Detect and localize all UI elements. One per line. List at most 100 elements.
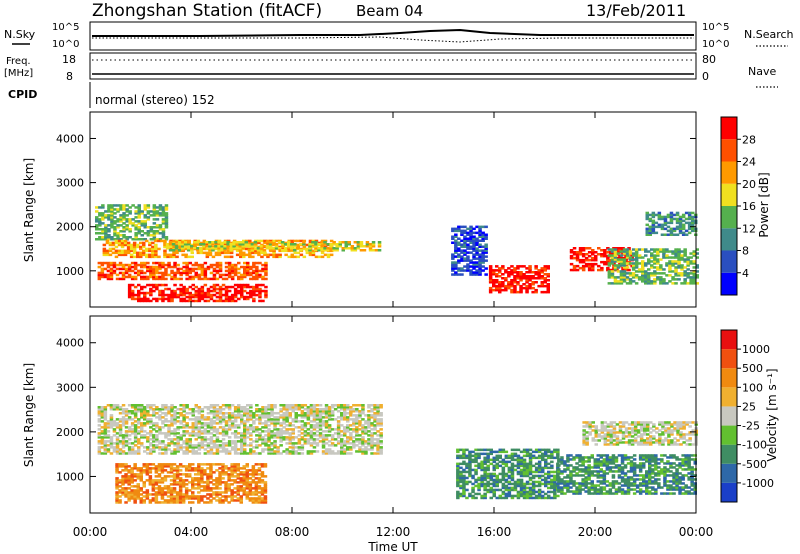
data-cell: [376, 420, 380, 423]
data-cell: [528, 267, 532, 270]
data-cell: [471, 496, 475, 500]
data-cell: [478, 257, 482, 260]
data-cell: [330, 418, 335, 421]
data-cell: [227, 450, 232, 453]
data-cell: [116, 208, 120, 211]
data-cell: [137, 293, 141, 297]
data-cell: [492, 480, 496, 484]
data-cell: [343, 418, 347, 421]
data-cell: [669, 221, 674, 225]
data-cell: [209, 426, 214, 429]
data-cell: [188, 469, 192, 472]
data-cell: [182, 452, 186, 455]
data-cell: [336, 430, 341, 433]
data-cell: [653, 266, 657, 269]
data-cell: [471, 476, 475, 480]
data-cell: [233, 444, 238, 447]
data-cell: [510, 269, 514, 272]
data-cell: [129, 255, 134, 259]
data-cell: [278, 253, 282, 257]
data-cell: [176, 432, 180, 435]
data-cell: [178, 493, 183, 496]
data-cell: [653, 272, 657, 275]
data-cell: [258, 293, 262, 297]
data-cell: [97, 406, 102, 409]
data-cell: [140, 297, 144, 301]
data-cell: [215, 277, 220, 281]
data-cell: [240, 406, 244, 409]
data-cell: [209, 467, 213, 470]
data-cell: [677, 260, 681, 263]
data-cell: [257, 463, 262, 466]
data-cell: [164, 220, 169, 223]
data-cell: [531, 277, 535, 280]
data-cell: [161, 212, 166, 215]
data-cell: [118, 440, 123, 443]
data-cell: [118, 408, 123, 411]
data-cell: [683, 280, 687, 283]
data-cell: [659, 278, 663, 281]
data-cell: [242, 251, 246, 255]
data-cell: [650, 254, 654, 257]
data-cell: [227, 297, 232, 301]
data-cell: [248, 487, 253, 490]
data-cell: [237, 416, 241, 419]
data-cell: [227, 442, 232, 445]
data-cell: [692, 250, 696, 253]
data-cell: [252, 285, 256, 289]
data-cell: [164, 271, 168, 275]
data-cell: [478, 267, 482, 270]
data-cell: [324, 422, 329, 425]
data-cell: [641, 268, 645, 271]
data-cell: [546, 288, 550, 292]
data-cell: [297, 448, 302, 451]
data-cell: [193, 245, 197, 249]
data-cell: [130, 475, 134, 478]
data-cell: [463, 269, 467, 272]
data-cell: [362, 245, 367, 248]
data-cell: [146, 452, 150, 455]
data-cell: [311, 241, 315, 244]
data-cell: [684, 221, 689, 225]
data-cell: [647, 274, 651, 277]
data-cell: [264, 410, 268, 413]
data-cell: [218, 299, 223, 303]
colorbar-swatch: [721, 183, 737, 206]
data-cell: [116, 238, 120, 241]
data-cell: [224, 450, 229, 453]
data-cell: [650, 274, 654, 277]
data-cell: [460, 249, 464, 252]
data-cell: [179, 271, 183, 275]
data-cell: [680, 266, 684, 269]
data-cell: [200, 485, 204, 488]
data-cell: [364, 448, 368, 451]
data-cell: [152, 424, 156, 427]
data-cell: [130, 293, 135, 297]
data-cell: [188, 444, 192, 447]
data-cell: [215, 446, 220, 449]
data-cell: [510, 273, 514, 276]
data-cell: [169, 471, 174, 474]
freq-top-tick: 18: [62, 53, 76, 66]
data-cell: [182, 406, 186, 409]
data-cell: [221, 283, 226, 287]
data-cell: [327, 412, 332, 415]
data-cell: [294, 446, 298, 449]
data-cell: [119, 224, 123, 227]
data-cell: [230, 263, 235, 267]
data-cell: [149, 408, 153, 411]
data-cell: [227, 485, 231, 488]
data-cell: [161, 406, 165, 409]
data-cell: [124, 420, 129, 423]
data-cell: [481, 249, 485, 252]
data-cell: [143, 204, 147, 207]
data-cell: [459, 478, 463, 482]
data-cell: [155, 267, 159, 271]
data-cell: [152, 204, 157, 207]
data-cell: [352, 420, 356, 423]
data-cell: [179, 426, 183, 429]
data-cell: [161, 271, 165, 275]
data-cell: [200, 499, 204, 502]
data-cell: [169, 479, 174, 482]
data-cell: [137, 446, 141, 449]
